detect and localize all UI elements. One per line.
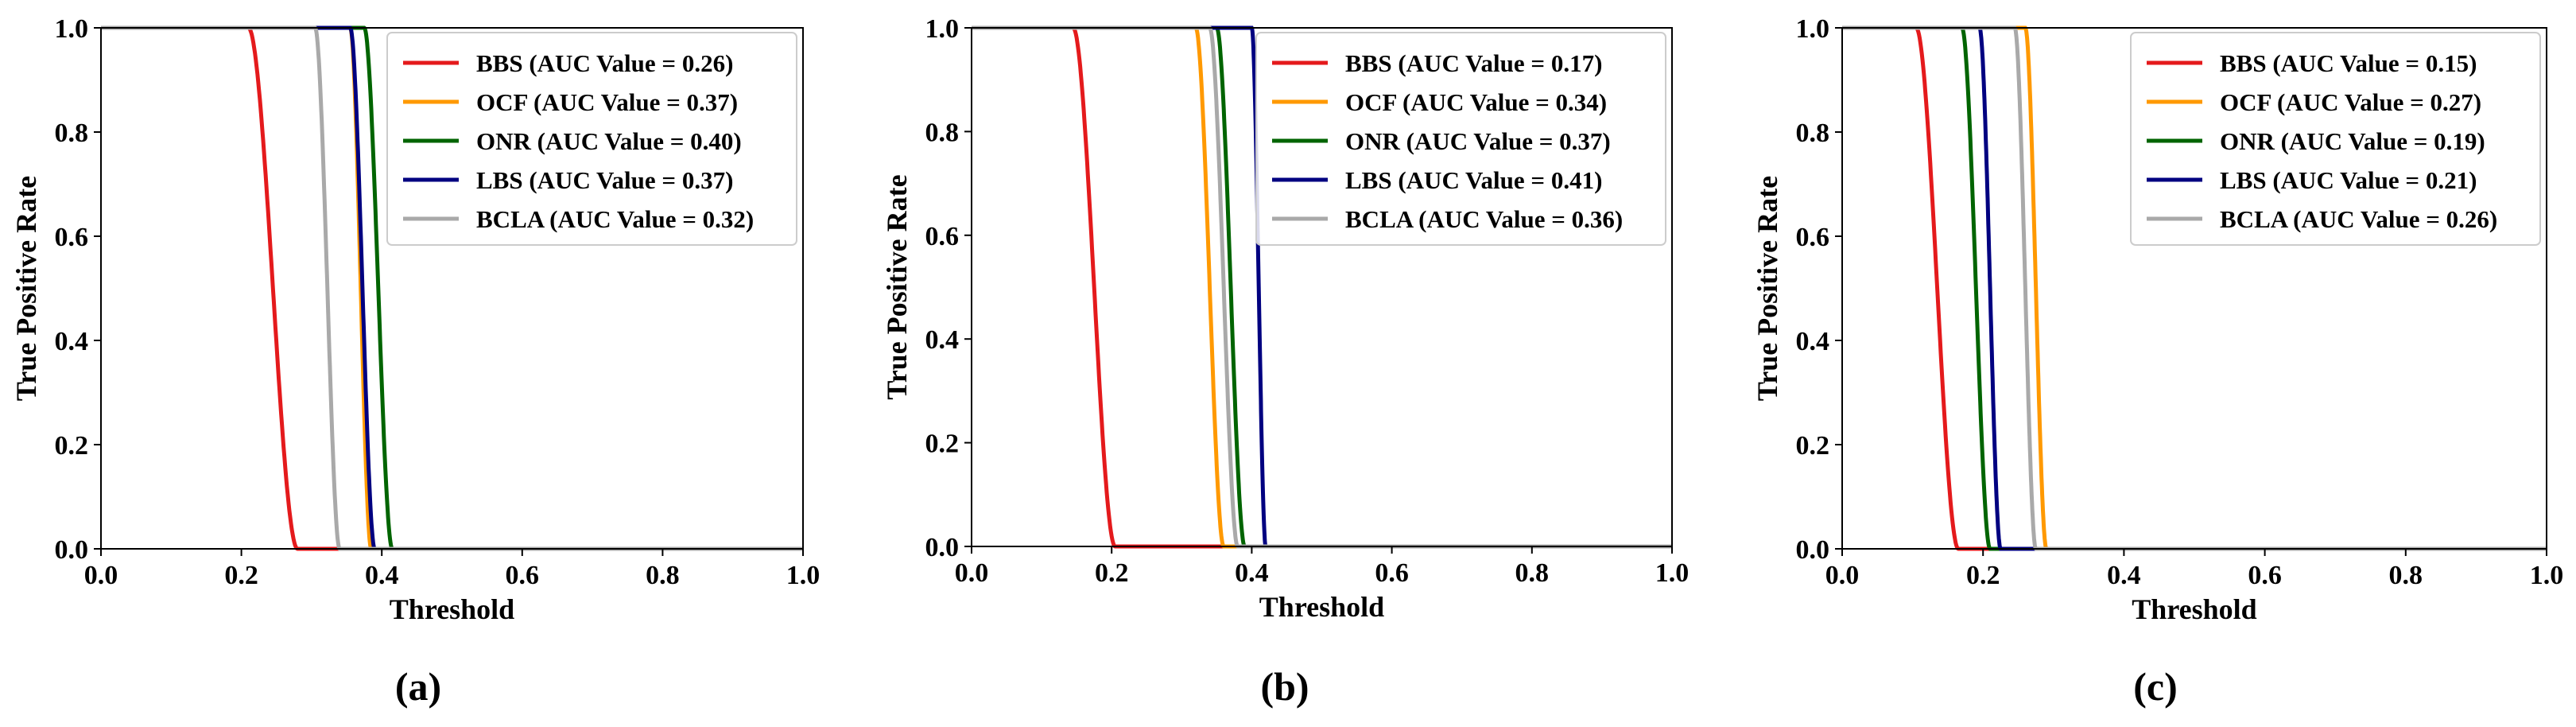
panel-label: (b) [1260,664,1309,709]
y-axis-label: True Positive Rate [881,174,913,399]
y-tick-label: 0.6 [1796,223,1830,252]
y-tick-label: 1.0 [925,14,960,44]
legend-label: LBS (AUC Value = 0.21) [2220,166,2477,194]
x-tick-label: 0.8 [2389,561,2423,590]
x-tick-label: 0.0 [955,558,989,588]
legend-item-onr: ONR (AUC Value = 0.40) [403,127,742,155]
legend-item-bbs: BBS (AUC Value = 0.15) [2147,49,2477,77]
legend-label: LBS (AUC Value = 0.41) [1345,166,1602,194]
x-axis-label: Threshold [390,593,514,625]
x-tick-label: 0.2 [224,561,258,590]
x-tick-label: 0.6 [2248,561,2282,590]
x-tick-label: 0.6 [1375,558,1409,588]
y-tick-label: 0.0 [1796,535,1830,565]
legend: BBS (AUC Value = 0.26) OCF (AUC Value = 0… [386,32,797,246]
y-tick-label: 0.0 [55,535,89,565]
legend-box [2130,32,2541,246]
y-tick-label: 0.8 [1796,119,1830,148]
legend-item-onr: ONR (AUC Value = 0.19) [2147,127,2485,155]
legend-label: OCF (AUC Value = 0.27) [2220,88,2481,116]
y-axis-label: True Positive Rate [10,176,42,401]
legend: BBS (AUC Value = 0.17) OCF (AUC Value = 0… [1255,32,1666,246]
legend-item-lbs: LBS (AUC Value = 0.37) [403,166,733,194]
legend-label: BBS (AUC Value = 0.15) [2220,49,2477,77]
x-tick-label: 0.8 [646,561,680,590]
y-tick-label: 0.8 [925,118,960,147]
chart-panel-3: 0.0 0.2 0.4 0.6 0.8 1.0 0.0 0.2 0.4 0.6 0.8 1.0 Thre… [1752,14,2563,709]
x-tick-label: 0.6 [506,561,540,590]
legend-label: ONR (AUC Value = 0.40) [476,127,742,155]
x-tick-label: 1.0 [786,561,821,590]
legend: BBS (AUC Value = 0.15) OCF (AUC Value = 0… [2130,32,2541,246]
legend-label: BBS (AUC Value = 0.17) [1345,49,1602,77]
x-axis-label: Threshold [2132,593,2256,625]
legend-item-bbs: BBS (AUC Value = 0.26) [403,49,733,77]
chart-panel-1: 0.0 0.2 0.4 0.6 0.8 1.0 0.0 0.2 0.4 0.6 0.8 1.0 Thre… [10,14,820,709]
plot-frame [100,27,804,550]
legend-item-bcla: BCLA (AUC Value = 0.26) [2147,205,2497,233]
legend-label: ONR (AUC Value = 0.19) [2220,127,2485,155]
y-tick-label: 0.0 [925,533,960,562]
legend-item-ocf: OCF (AUC Value = 0.37) [403,88,738,116]
legend-label: BCLA (AUC Value = 0.36) [1345,205,1623,233]
plot-frame [1841,27,2547,550]
y-tick-label: 0.2 [1796,431,1830,461]
legend-item-ocf: OCF (AUC Value = 0.34) [1272,88,1607,116]
legend-item-ocf: OCF (AUC Value = 0.27) [2147,88,2481,116]
legend-label: BBS (AUC Value = 0.26) [476,49,733,77]
x-tick-label: 0.8 [1515,558,1550,588]
x-tick-label: 0.2 [1966,561,2000,590]
x-axis-label: Threshold [1259,591,1384,623]
x-tick-label: 1.0 [1655,558,1690,588]
legend-label: LBS (AUC Value = 0.37) [476,166,733,194]
y-tick-label: 0.6 [925,222,960,251]
chart-panel-2: 0.0 0.2 0.4 0.6 0.8 1.0 0.0 0.2 0.4 0.6 0.8 1.0 Thre… [881,14,1689,709]
legend-item-bcla: BCLA (AUC Value = 0.36) [1272,205,1623,233]
y-axis-label: True Positive Rate [1752,176,1783,401]
x-tick-label: 0.4 [2107,561,2141,590]
legend-label: BCLA (AUC Value = 0.26) [2220,205,2497,233]
x-tick-label: 1.0 [2530,561,2564,590]
y-tick-label: 0.2 [55,431,89,461]
legend-label: OCF (AUC Value = 0.37) [476,88,738,116]
x-tick-label: 0.2 [1095,558,1129,588]
legend-box [386,32,797,246]
y-tick-label: 0.4 [55,327,89,356]
panel-label: (a) [395,664,441,709]
y-tick-label: 1.0 [55,14,89,44]
y-tick-label: 0.4 [925,325,960,355]
x-tick-label: 0.4 [365,561,399,590]
legend-item-bbs: BBS (AUC Value = 0.17) [1272,49,1602,77]
x-tick-label: 0.0 [1825,561,1860,590]
y-tick-label: 0.4 [1796,327,1830,356]
legend-label: OCF (AUC Value = 0.34) [1345,88,1607,116]
legend-item-onr: ONR (AUC Value = 0.37) [1272,127,1611,155]
y-tick-label: 0.8 [55,119,89,148]
legend-item-lbs: LBS (AUC Value = 0.41) [1272,166,1602,194]
x-tick-label: 0.0 [84,561,118,590]
legend-item-bcla: BCLA (AUC Value = 0.32) [403,205,754,233]
y-tick-label: 0.6 [55,223,89,252]
x-tick-label: 0.4 [1235,558,1269,588]
legend-label: ONR (AUC Value = 0.37) [1345,127,1611,155]
legend-box [1255,32,1666,246]
y-tick-label: 1.0 [1796,14,1830,44]
y-tick-label: 0.2 [925,430,960,459]
panel-label: (c) [2133,664,2178,709]
plot-frame [971,27,1673,547]
legend-label: BCLA (AUC Value = 0.32) [476,205,754,233]
legend-item-lbs: LBS (AUC Value = 0.21) [2147,166,2477,194]
